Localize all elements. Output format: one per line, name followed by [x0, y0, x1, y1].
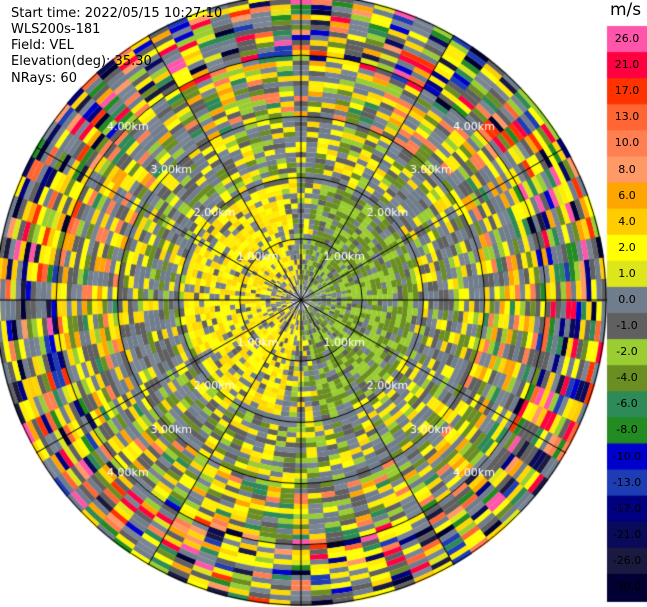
colorbar-tick-label: 13.0 — [614, 110, 640, 124]
colorbar-units-title: m/s — [610, 0, 642, 20]
colorbar-tick-label: 1.0 — [618, 266, 636, 280]
colorbar-tick-label: 8.0 — [618, 162, 636, 176]
colorbar-tick-label: 10.0 — [614, 136, 640, 150]
colorbar-tick-label: -2.0 — [616, 345, 638, 359]
field-label: Field: VEL — [11, 38, 74, 53]
elevation-label: Elevation(deg): 35.30 — [11, 54, 152, 69]
colorbar-tick-label: -30.0 — [612, 579, 642, 593]
colorbar-tick-label: -1.0 — [616, 319, 638, 333]
instrument-label: WLS200s-181 — [11, 22, 101, 37]
colorbar-tick-label: 2.0 — [618, 240, 636, 254]
colorbar-tick-label: -10.0 — [612, 449, 642, 463]
colorbar-tick-label: 0.0 — [618, 292, 636, 306]
colorbar-tick-label: -26.0 — [612, 553, 642, 567]
colorbar-tick-label: -8.0 — [616, 423, 638, 437]
start-time-label: Start time: 2022/05/15 10:27:10 — [11, 6, 223, 21]
colorbar-tick-label: -13.0 — [612, 475, 642, 489]
colorbar-tick-label: -4.0 — [616, 371, 638, 385]
colorbar-tick-label: -17.0 — [612, 501, 642, 515]
colorbar-tick-label: -6.0 — [616, 397, 638, 411]
colorbar-tick-label: 6.0 — [618, 188, 636, 202]
nrays-label: NRays: 60 — [11, 71, 77, 86]
colorbar-tick-label: 26.0 — [614, 32, 640, 46]
colorbar-tick-label: 21.0 — [614, 58, 640, 72]
colorbar-tick-label: 4.0 — [618, 214, 636, 228]
colorbar-tick-label: 17.0 — [614, 84, 640, 98]
colorbar-tick-label: -21.0 — [612, 527, 642, 541]
